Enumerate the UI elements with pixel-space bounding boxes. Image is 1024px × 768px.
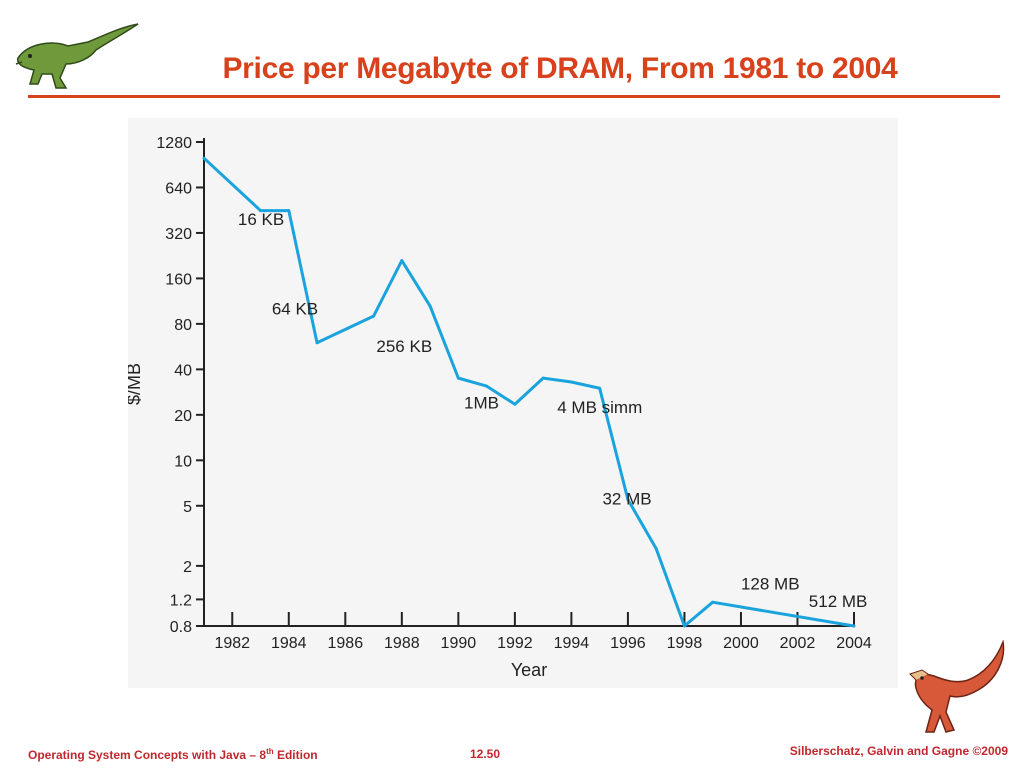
footer-page-number: 12.50	[470, 747, 501, 761]
slide-title: Price per Megabyte of DRAM, From 1981 to…	[222, 52, 898, 85]
memory-size-label: 128 MB	[741, 574, 800, 593]
price-point	[259, 209, 263, 213]
x-tick-label: 1994	[554, 635, 590, 652]
y-tick-label: 1280	[156, 135, 192, 152]
x-tick-label: 1986	[328, 635, 364, 652]
y-tick-label: 5	[183, 499, 192, 516]
green-dinosaur-icon	[15, 23, 139, 89]
y-tick-label: 640	[165, 180, 192, 197]
x-tick-label: 1984	[271, 635, 307, 652]
x-tick-label: 1982	[214, 635, 250, 652]
chart-ticks: 1280 640 320 160 80 40 20 10 5 2 1.2 0.8 1982 1984 198…	[156, 135, 871, 652]
x-tick-label: 2000	[723, 635, 759, 652]
memory-size-label: 4 MB simm	[557, 398, 642, 417]
price-point	[598, 386, 602, 390]
price-point	[202, 156, 206, 160]
chart-annotations: 16 KB 64 KB 256 KB 1MB 4 MB simm 32 MB 128 MB 5…	[238, 210, 867, 611]
x-tick-label: 2004	[836, 635, 872, 652]
price-point	[428, 304, 432, 308]
red-dinosaur-icon	[909, 640, 1005, 733]
x-tick-label: 2002	[780, 635, 816, 652]
memory-size-label: 16 KB	[238, 210, 284, 229]
x-tick-label: 1998	[667, 635, 703, 652]
price-point	[852, 624, 856, 628]
y-tick-label: 20	[174, 408, 192, 425]
y-tick-label: 320	[165, 226, 192, 243]
footer-edition-word: Edition	[273, 748, 318, 762]
memory-size-label: 1MB	[464, 394, 499, 413]
title-underline	[28, 95, 1000, 98]
footer-book-title: Operating System Concepts with Java – 8t…	[28, 747, 318, 762]
memory-size-label: 32 MB	[602, 489, 651, 508]
dram-price-chart: 1280 640 320 160 80 40 20 10 5 2 1.2 0.8 1982 1984 198…	[128, 118, 898, 688]
memory-size-label: 512 MB	[809, 592, 868, 611]
x-tick-label: 1990	[441, 635, 477, 652]
price-point	[569, 380, 573, 384]
x-tick-label: 1988	[384, 635, 420, 652]
price-point	[400, 259, 404, 263]
x-tick-label: 1996	[610, 635, 646, 652]
price-point	[456, 376, 460, 380]
y-tick-label: 80	[174, 317, 192, 334]
footer-edition-suffix: th	[266, 747, 274, 756]
price-point	[654, 547, 658, 551]
price-point	[513, 402, 517, 406]
y-tick-label: 0.8	[170, 619, 192, 636]
price-point	[372, 314, 376, 318]
y-tick-label: 2	[183, 559, 192, 576]
chart-series	[202, 156, 856, 628]
y-axis-label: $/MB	[128, 363, 144, 405]
price-point	[626, 498, 630, 502]
price-point	[485, 384, 489, 388]
chart-svg: 1280 640 320 160 80 40 20 10 5 2 1.2 0.8 1982 1984 198…	[128, 135, 872, 680]
price-point	[287, 209, 291, 213]
x-tick-label: 1992	[497, 635, 533, 652]
price-point	[711, 600, 715, 604]
price-line	[202, 157, 855, 628]
footer-book-title-text: Operating System Concepts with Java – 8	[28, 748, 267, 762]
x-axis-label: Year	[511, 660, 547, 680]
y-tick-label: 10	[174, 453, 192, 470]
y-tick-label: 1.2	[170, 592, 192, 609]
price-point	[682, 624, 686, 628]
y-tick-label: 40	[174, 362, 192, 379]
memory-size-label: 256 KB	[376, 337, 432, 356]
price-point	[541, 376, 545, 380]
memory-size-label: 64 KB	[272, 300, 318, 319]
footer-copyright: Silberschatz, Galvin and Gagne ©2009	[789, 744, 1008, 758]
price-point	[315, 341, 319, 345]
y-tick-label: 160	[165, 271, 192, 288]
chart-axes	[203, 138, 854, 627]
